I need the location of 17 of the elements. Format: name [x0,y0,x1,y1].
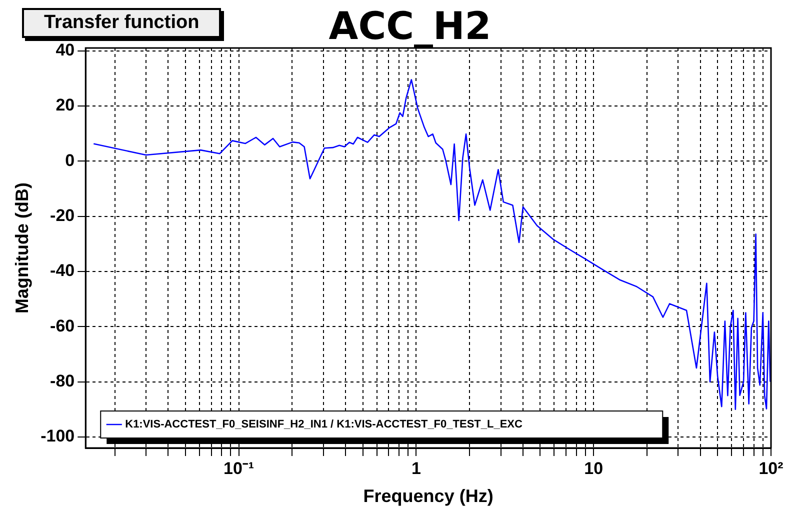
y-tick-label: 0 [65,150,75,170]
y-tick-label: -60 [50,316,75,336]
y-tick-label: -20 [50,206,75,225]
y-axis-title: Magnitude (dB) [12,182,32,314]
x-axis-title: Frequency (Hz) [363,486,494,506]
text: Transfer function [22,8,222,38]
chart-title: ACC_H2 [328,4,492,48]
x-tick-label: 10 [584,458,604,478]
y-tick-label: -40 [50,261,75,280]
y-tick-label: -80 [50,371,75,390]
x-tick-label: 1 [411,458,421,478]
y-tick-label: -100 [40,426,75,446]
x-tick-label: 10⁻¹ [223,458,254,478]
x-tick-label: 10² [758,458,784,478]
legend-label: K1:VIS-ACCTEST_F0_SEISINF_H2_IN1 / K1:VIS-ACCTEST_F0_TEST_L_EXC [125,418,522,431]
y-tick-label: 40 [56,40,75,60]
y-tick-label: 20 [56,96,75,115]
